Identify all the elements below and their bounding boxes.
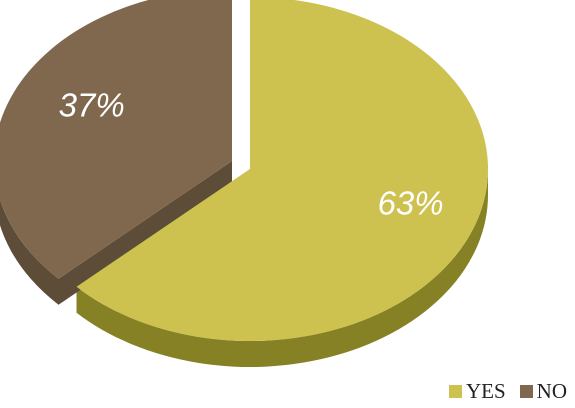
slice-label-yes: 63% [378,185,444,222]
legend-label-no: NO [536,379,567,403]
legend-item-no: NO [519,379,567,404]
slice-side-no [0,199,59,305]
slice-face-no [58,161,233,305]
legend-label-yes: YES [465,379,506,403]
legend: YES NO [448,379,567,404]
pie-labels: 63% 37% [59,87,444,222]
legend-swatch-no [519,385,533,398]
slice-side-yes [76,169,488,367]
pie-sides [0,161,488,367]
slice-label-no: 37% [59,87,125,124]
pie-tops [0,0,488,341]
legend-item-yes: YES [448,379,506,404]
legend-swatch-yes [448,385,462,398]
slice-yes [76,0,488,341]
slice-no [0,0,232,279]
